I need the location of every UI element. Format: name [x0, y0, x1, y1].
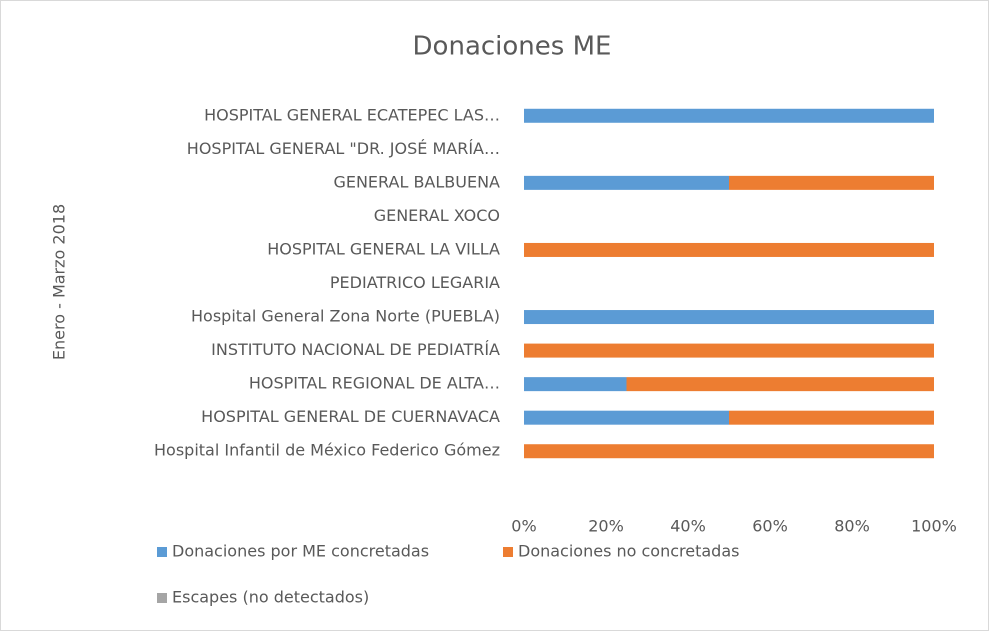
y-tick-label: HOSPITAL GENERAL LA VILLA [267, 239, 500, 258]
x-tick-label: 60% [752, 517, 788, 536]
y-tick-label: HOSPITAL GENERAL "DR. JOSÉ MARÍA… [187, 139, 500, 158]
bar-segment [729, 175, 934, 190]
y-tick-label: Hospital Infantil de México Federico Góm… [154, 441, 500, 460]
legend-label: Donaciones por ME concretadas [172, 542, 429, 561]
x-tick-label: 80% [834, 517, 870, 536]
y-tick-label: GENERAL XOCO [374, 206, 500, 225]
bar-segment [524, 242, 934, 257]
bar-segment [524, 175, 729, 190]
x-tick-label: 100% [911, 517, 957, 536]
y-tick-label: HOSPITAL GENERAL DE CUERNAVACA [201, 407, 500, 426]
legend-label: Donaciones no concretadas [518, 542, 739, 561]
y-tick-label: GENERAL BALBUENA [333, 172, 500, 191]
x-tick-label: 20% [588, 517, 624, 536]
y-axis-label: Enero - Marzo 2018 [50, 204, 69, 360]
y-tick-label: INSTITUTO NACIONAL DE PEDIATRÍA [211, 340, 500, 359]
bar-segment [524, 108, 934, 123]
bar-segment [524, 310, 934, 325]
legend-swatch [503, 547, 513, 557]
chart-title: Donaciones ME [413, 32, 612, 62]
y-tick-label: HOSPITAL REGIONAL DE ALTA… [249, 374, 500, 393]
legend-swatch [157, 547, 167, 557]
bar-segment [729, 410, 934, 425]
x-tick-label: 40% [670, 517, 706, 536]
legend-swatch [157, 593, 167, 603]
y-tick-label: PEDIATRICO LEGARIA [330, 273, 500, 292]
bar-segment [524, 343, 934, 358]
y-tick-label: Hospital General Zona Norte (PUEBLA) [191, 307, 500, 326]
bar-segment [626, 377, 934, 392]
legend-label: Escapes (no detectados) [172, 588, 369, 607]
bar-segment [524, 377, 627, 392]
bar-segment [524, 444, 934, 459]
bar-segment [524, 410, 729, 425]
y-tick-label: HOSPITAL GENERAL ECATEPEC LAS… [204, 105, 500, 124]
x-tick-label: 0% [511, 517, 536, 536]
